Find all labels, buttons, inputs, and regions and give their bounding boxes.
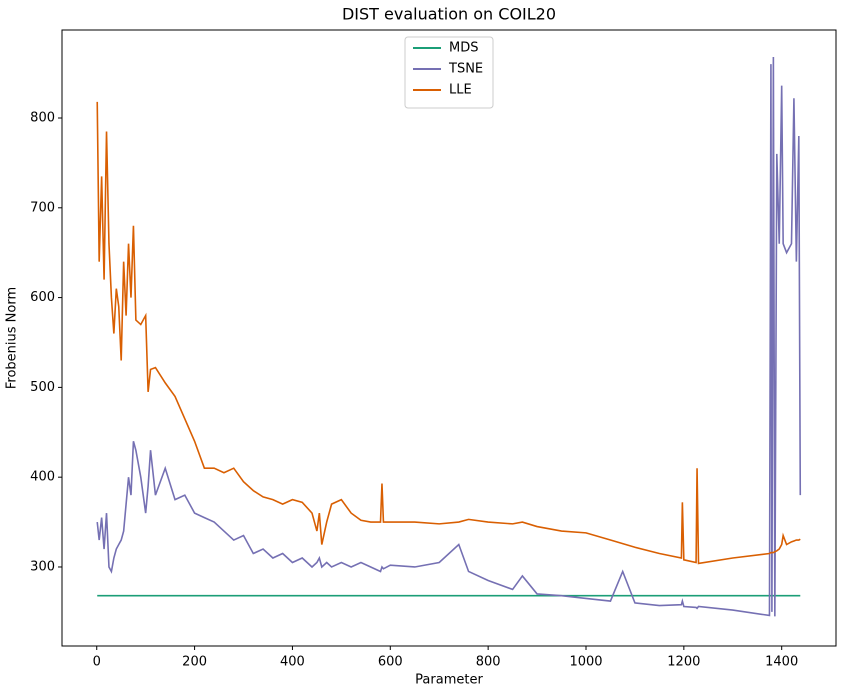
x-tick-label: 200 <box>182 655 207 670</box>
x-axis-label: Parameter <box>415 673 483 688</box>
legend-label: LLE <box>449 83 472 98</box>
x-tick-label: 400 <box>280 655 305 670</box>
y-tick-label: 800 <box>30 111 55 126</box>
y-axis-label: Frobenius Norm <box>5 287 20 389</box>
y-tick-label: 300 <box>30 559 55 574</box>
plot-frame <box>61 29 837 647</box>
legend-label: MDS <box>449 41 478 56</box>
line-series <box>96 56 802 617</box>
legend-label: TSNE <box>448 62 483 77</box>
x-tick-label: 1400 <box>765 655 798 670</box>
y-tick-label: 600 <box>30 290 55 305</box>
y-tick-label: 400 <box>30 470 55 485</box>
x-tick-label: 1200 <box>667 655 700 670</box>
x-tick-label: 600 <box>378 655 403 670</box>
x-tick-label: 800 <box>476 655 501 670</box>
x-tick-label: 1000 <box>569 655 602 670</box>
y-tick-label: 700 <box>30 200 55 215</box>
chart-title: DIST evaluation on COIL20 <box>342 5 556 24</box>
x-tick-label: 0 <box>93 655 101 670</box>
line-series <box>96 101 801 565</box>
y-tick-label: 500 <box>30 380 55 395</box>
